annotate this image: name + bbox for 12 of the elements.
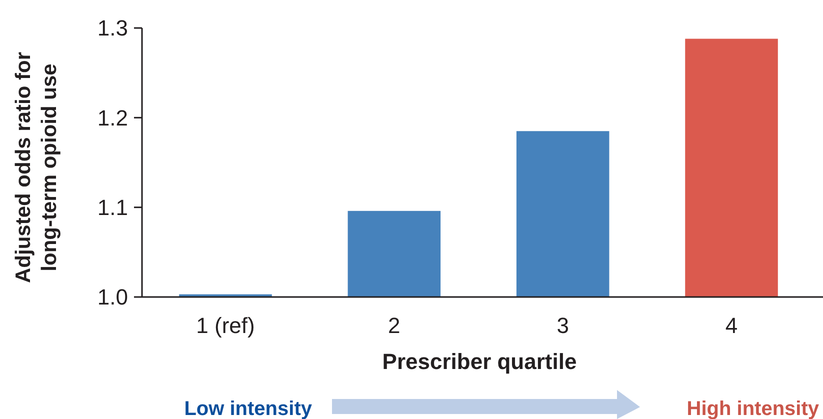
y-axis-title: Adjusted odds ratio for long-term opioid use: [12, 52, 61, 283]
x-axis-title: Prescriber quartile: [382, 349, 577, 374]
text: Low intensity: [184, 398, 313, 419]
y-tick-label: 1.3: [97, 16, 128, 41]
y-tick-label: 1.2: [97, 105, 128, 130]
x-tick-label: 2: [388, 313, 400, 338]
text: High intensity: [686, 398, 820, 419]
x-tick-label: 4: [725, 313, 738, 338]
x-tick-label: 3: [556, 313, 569, 338]
x-tick-label: 1 (ref): [196, 313, 255, 338]
y-tick-label: 1.0: [97, 284, 128, 310]
y-tick-label: 1.1: [97, 195, 128, 220]
